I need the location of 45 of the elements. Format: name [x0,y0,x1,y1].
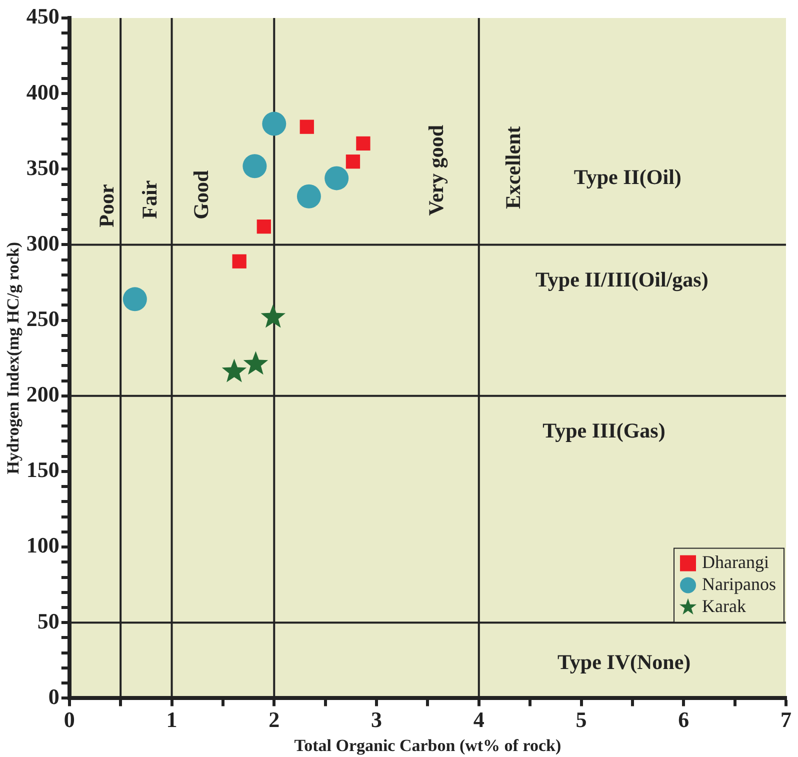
y-tick-label: 200 [26,382,60,407]
x-tick-label: 4 [473,707,484,732]
x-tick-label: 0 [64,707,75,732]
x-tick-label: 6 [678,707,690,732]
y-tick-label: 300 [26,230,60,256]
legend-label: Naripanos [702,574,776,594]
annotation: Type III(Gas) [542,418,666,443]
y-tick-label: 50 [37,608,60,634]
annotation: Very good [424,124,448,216]
y-tick-label: 100 [26,532,60,558]
annotation: Excellent [500,126,525,210]
point [232,254,246,268]
y-tick-label: 150 [26,457,60,482]
x-tick-label: 1 [166,707,178,732]
annotation: Fair [138,180,162,219]
point [243,351,268,375]
point [346,154,360,169]
y-tick-label: 450 [26,4,60,29]
point [262,112,286,136]
x-axis-title: Total Organic Carbon (wt% of rock) [294,736,562,756]
legend-label: Karak [702,596,746,616]
annotation: Poor [94,184,119,228]
y-tick-label: 350 [26,154,60,180]
point [256,220,271,234]
annotation: Type IV(None) [557,650,691,674]
x-tick-label: 2 [268,707,280,732]
annotation: Type II(Oil) [574,164,682,189]
y-axis-title: Hydrogen Index(mg HC/g rock) [4,242,23,474]
annotation: Good [189,170,214,220]
point [300,120,314,134]
y-tick-label: 400 [26,79,60,104]
x-tick-label: 7 [780,707,792,732]
annotation: Type II/III(Oil/gas) [535,268,708,292]
point [222,358,247,382]
x-tick-label: 3 [371,707,382,732]
point [122,287,147,312]
point [356,136,370,151]
legend-label: Dharangi [702,552,769,572]
y-tick-label: 250 [26,306,60,331]
point [324,166,349,190]
point [296,184,321,208]
y-tick-label: 0 [48,684,60,709]
point [260,304,286,328]
point [242,154,267,178]
x-tick-label: 5 [576,707,587,732]
